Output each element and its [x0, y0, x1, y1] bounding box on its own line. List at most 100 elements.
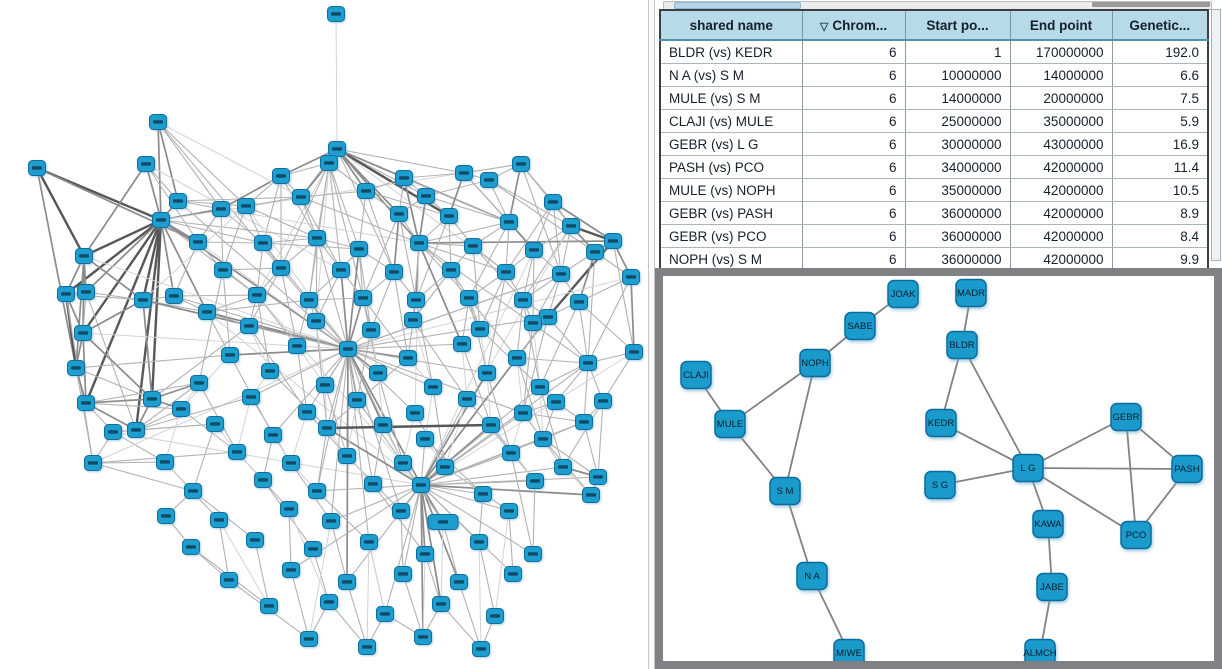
table-row[interactable]: NOPH (vs) S M 6 36000000 42000000 9.9 — [659, 247, 1209, 268]
node-SABE[interactable]: SABE — [844, 311, 876, 341]
node-MIWE[interactable]: MIWE — [833, 638, 865, 662]
table-cell[interactable]: 14000000 — [904, 86, 1011, 110]
table-cell[interactable]: CLAJI (vs) MULE — [659, 109, 803, 133]
table-cell[interactable]: 6 — [801, 224, 906, 248]
node-L G[interactable]: L G — [1012, 453, 1044, 483]
table-cell[interactable]: 14000000 — [1009, 63, 1113, 87]
table-cell[interactable]: 7.5 — [1111, 86, 1209, 110]
column-header-chromosome[interactable]: ▽ Chrom... — [801, 9, 906, 41]
filter-icon[interactable]: ▽ — [819, 20, 829, 33]
table-cell[interactable]: 35000000 — [904, 178, 1011, 202]
table-cell[interactable]: BLDR (vs) KEDR — [659, 39, 803, 64]
table-cell[interactable]: 170000000 — [1009, 39, 1113, 64]
table-row[interactable]: CLAJI (vs) MULE 6 25000000 35000000 5.9 — [659, 109, 1209, 133]
table-cell[interactable]: 36000000 — [904, 247, 1011, 268]
table-cell[interactable]: GEBR (vs) PASH — [659, 201, 803, 225]
table-cell[interactable]: 25000000 — [904, 109, 1011, 133]
table-cell[interactable]: 6 — [801, 39, 906, 64]
table-cell[interactable]: 10.5 — [1111, 178, 1209, 202]
table-cell[interactable]: 42000000 — [1009, 201, 1113, 225]
table-row[interactable]: BLDR (vs) KEDR 6 1 170000000 192.0 — [659, 39, 1209, 64]
table-cell[interactable]: 11.4 — [1111, 155, 1209, 179]
table-cell[interactable]: GEBR (vs) PCO — [659, 224, 803, 248]
table-row[interactable]: GEBR (vs) PASH 6 36000000 42000000 8.9 — [659, 201, 1209, 225]
node-PCO[interactable]: PCO — [1120, 520, 1152, 550]
node-BLDR[interactable]: BLDR — [946, 330, 978, 360]
table-cell[interactable]: 6 — [801, 109, 906, 133]
table-cell[interactable]: 42000000 — [1009, 247, 1113, 268]
network-edge — [328, 162, 342, 271]
column-header-end-point[interactable]: End point — [1009, 9, 1113, 41]
table-cell[interactable]: 5.9 — [1111, 109, 1209, 133]
table-cell[interactable]: 6 — [801, 132, 906, 156]
horizontal-scrollbar-segment[interactable] — [1092, 2, 1210, 7]
table-row[interactable]: GEBR (vs) L G 6 30000000 43000000 16.9 — [659, 132, 1209, 156]
column-header-start-position[interactable]: Start po... — [904, 9, 1011, 41]
table-cell[interactable]: 9.9 — [1111, 247, 1209, 268]
table-cell[interactable]: 6 — [801, 247, 906, 268]
node-MADR[interactable]: MADR — [955, 278, 987, 308]
table-cell[interactable]: PASH (vs) PCO — [659, 155, 803, 179]
table-cell[interactable]: 6 — [801, 178, 906, 202]
node-label-smudge — [476, 647, 486, 651]
table-cell[interactable]: NOPH (vs) S M — [659, 247, 803, 268]
node-NOPH[interactable]: NOPH — [799, 348, 831, 378]
table-cell[interactable]: 34000000 — [904, 155, 1011, 179]
table-cell[interactable]: 30000000 — [904, 132, 1011, 156]
table-cell[interactable]: 20000000 — [1009, 86, 1113, 110]
node-KAWA[interactable]: KAWA — [1032, 509, 1064, 539]
node-label-smudge — [421, 194, 431, 198]
table-cell[interactable]: 6.6 — [1111, 63, 1209, 87]
table-row[interactable]: N A (vs) S M 6 10000000 14000000 6.6 — [659, 63, 1209, 87]
node-JABE[interactable]: JABE — [1036, 572, 1068, 602]
table-row[interactable]: MULE (vs) NOPH 6 35000000 42000000 10.5 — [659, 178, 1209, 202]
table-cell[interactable]: 8.9 — [1111, 201, 1209, 225]
large-network-canvas[interactable] — [0, 0, 648, 669]
table-cell[interactable]: GEBR (vs) L G — [659, 132, 803, 156]
table-cell[interactable]: 1 — [904, 39, 1011, 64]
node-label-smudge — [504, 509, 514, 513]
table-cell[interactable]: 8.4 — [1111, 224, 1209, 248]
table-cell[interactable]: 6 — [801, 201, 906, 225]
table-cell[interactable]: 6 — [801, 86, 906, 110]
node-S G[interactable]: S G — [924, 470, 956, 500]
node-MULE[interactable]: MULE — [714, 409, 746, 439]
table-cell[interactable]: MULE (vs) S M — [659, 86, 803, 110]
table-cell[interactable]: 36000000 — [904, 224, 1011, 248]
table-cell[interactable]: 6 — [801, 63, 906, 87]
node-JOAK[interactable]: JOAK — [887, 279, 919, 309]
large-network-panel[interactable] — [0, 0, 648, 669]
horizontal-scrollbar-thumb[interactable] — [674, 2, 801, 9]
table-row[interactable]: PASH (vs) PCO 6 34000000 42000000 11.4 — [659, 155, 1209, 179]
node-GEBR[interactable]: GEBR — [1110, 402, 1142, 432]
node-ALMCH[interactable]: ALMCH — [1023, 638, 1057, 662]
node-KEDR[interactable]: KEDR — [925, 408, 957, 438]
table-cell[interactable]: 42000000 — [1009, 155, 1113, 179]
node-S M[interactable]: S M — [769, 476, 801, 506]
table-row[interactable]: MULE (vs) S M 6 14000000 20000000 7.5 — [659, 86, 1209, 110]
node-N A[interactable]: N A — [796, 561, 828, 591]
network-edge — [587, 251, 596, 364]
small-network-svg[interactable]: JOAK SABE NOPH CLAJI MULE S M N A MIWE MADR BLDR K… — [663, 276, 1214, 661]
table-cell[interactable]: 192.0 — [1111, 39, 1209, 64]
node-label-smudge — [246, 395, 256, 399]
column-header-shared-name[interactable]: shared name — [659, 9, 803, 41]
table-cell[interactable]: 36000000 — [904, 201, 1011, 225]
table-cell[interactable]: MULE (vs) NOPH — [659, 178, 803, 202]
node-PASH[interactable]: PASH — [1171, 454, 1203, 484]
table-cell[interactable]: 35000000 — [1009, 109, 1113, 133]
table-cell[interactable]: N A (vs) S M — [659, 63, 803, 87]
table-cell[interactable]: 6 — [801, 155, 906, 179]
table-row[interactable]: GEBR (vs) PCO 6 36000000 42000000 8.4 — [659, 224, 1209, 248]
table-cell[interactable]: 16.9 — [1111, 132, 1209, 156]
table-cell[interactable]: 42000000 — [1009, 224, 1113, 248]
table-cell[interactable]: 42000000 — [1009, 178, 1113, 202]
table-cell[interactable]: 43000000 — [1009, 132, 1113, 156]
small-network-canvas[interactable]: JOAK SABE NOPH CLAJI MULE S M N A MIWE MADR BLDR K… — [663, 276, 1214, 661]
table-cell[interactable]: 10000000 — [904, 63, 1011, 87]
panel-divider-scrollbar[interactable] — [648, 0, 655, 669]
node-label-smudge — [156, 218, 166, 222]
column-header-genetic[interactable]: Genetic... — [1111, 9, 1209, 41]
vertical-scrollbar-track[interactable] — [1211, 9, 1221, 261]
node-CLAJI[interactable]: CLAJI — [680, 360, 712, 390]
